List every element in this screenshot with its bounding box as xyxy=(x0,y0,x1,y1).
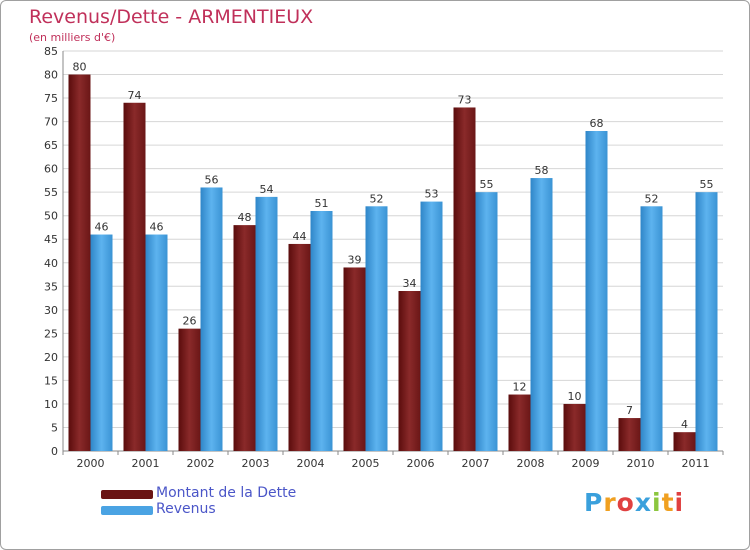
bar-revenus-2004 xyxy=(310,211,333,451)
y-tick-label: 80 xyxy=(44,69,58,82)
y-tick-label: 20 xyxy=(44,351,58,364)
y-tick-label: 40 xyxy=(44,257,58,270)
x-tick-label-2000: 2000 xyxy=(77,457,105,470)
legend-label-revenus: Revenus xyxy=(156,501,216,517)
bar-revenus-2011 xyxy=(695,192,718,452)
data-label-dette-2007: 73 xyxy=(458,93,472,106)
proxiti-logo: Proxiti xyxy=(584,488,685,517)
bar-dette-2005 xyxy=(343,267,366,451)
y-tick-label: 45 xyxy=(44,233,58,246)
data-label-revenus-2001: 46 xyxy=(150,221,164,234)
x-tick-label-2003: 2003 xyxy=(242,457,270,470)
bar-dette-2009 xyxy=(563,403,586,451)
x-tick-label-2001: 2001 xyxy=(132,457,160,470)
data-label-dette-2008: 12 xyxy=(513,381,527,394)
y-tick-label: 70 xyxy=(44,116,58,129)
y-tick-label: 35 xyxy=(44,280,58,293)
data-label-dette-2009: 10 xyxy=(568,390,582,403)
bar-revenus-2008 xyxy=(530,178,553,451)
legend-swatch-dette xyxy=(101,490,153,499)
bar-revenus-2003 xyxy=(255,196,278,451)
y-tick-label: 15 xyxy=(44,374,58,387)
bar-revenus-2000 xyxy=(90,234,113,451)
y-tick-label: 75 xyxy=(44,92,58,105)
y-tick-label: 50 xyxy=(44,210,58,223)
data-label-revenus-2008: 58 xyxy=(535,164,549,177)
bar-dette-2007 xyxy=(453,107,476,452)
bar-dette-2004 xyxy=(288,243,311,451)
bar-dette-2001 xyxy=(123,102,146,451)
data-label-revenus-2010: 52 xyxy=(645,192,659,205)
y-tick-label: 5 xyxy=(51,421,58,434)
x-tick-label-2006: 2006 xyxy=(407,457,435,470)
y-tick-label: 60 xyxy=(44,163,58,176)
bar-dette-2011 xyxy=(673,432,696,451)
legend-swatch-revenus xyxy=(101,506,153,515)
x-tick-label-2005: 2005 xyxy=(352,457,380,470)
y-tick-label: 25 xyxy=(44,327,58,340)
data-label-revenus-2000: 46 xyxy=(95,221,109,234)
data-label-dette-2011: 4 xyxy=(681,418,688,431)
bar-dette-2003 xyxy=(233,225,256,451)
data-label-dette-2003: 48 xyxy=(238,211,252,224)
bar-dette-2010 xyxy=(618,418,641,451)
data-label-dette-2000: 80 xyxy=(73,61,87,74)
bar-dette-2002 xyxy=(178,328,201,451)
data-label-dette-2004: 44 xyxy=(293,230,307,243)
data-label-dette-2006: 34 xyxy=(403,277,417,290)
data-label-dette-2001: 74 xyxy=(128,89,142,102)
x-tick-label-2011: 2011 xyxy=(682,457,710,470)
x-tick-label-2002: 2002 xyxy=(187,457,215,470)
chart-title: Revenus/Dette - ARMENTIEUX xyxy=(29,6,314,28)
bar-revenus-2006 xyxy=(420,201,443,451)
data-label-revenus-2007: 55 xyxy=(480,178,494,191)
data-label-dette-2002: 26 xyxy=(183,315,197,328)
y-tick-label: 30 xyxy=(44,304,58,317)
bar-revenus-2009 xyxy=(585,131,608,451)
data-label-revenus-2002: 56 xyxy=(205,173,219,186)
bar-revenus-2005 xyxy=(365,206,388,451)
bar-revenus-2002 xyxy=(200,187,223,451)
data-label-dette-2010: 7 xyxy=(626,404,633,417)
data-label-revenus-2003: 54 xyxy=(260,183,274,196)
y-tick-label: 85 xyxy=(44,45,58,58)
x-tick-label-2008: 2008 xyxy=(517,457,545,470)
data-label-revenus-2005: 52 xyxy=(370,192,384,205)
data-label-revenus-2011: 55 xyxy=(700,178,714,191)
x-tick-label-2004: 2004 xyxy=(297,457,325,470)
bar-dette-2006 xyxy=(398,291,421,451)
y-tick-label: 65 xyxy=(44,139,58,152)
bar-dette-2008 xyxy=(508,394,531,451)
y-tick-label: 10 xyxy=(44,398,58,411)
data-label-revenus-2004: 51 xyxy=(315,197,329,210)
chart-subtitle: (en milliers d'€) xyxy=(29,31,116,44)
data-label-dette-2005: 39 xyxy=(348,253,362,266)
x-tick-label-2010: 2010 xyxy=(627,457,655,470)
bar-revenus-2010 xyxy=(640,206,663,451)
bar-dette-2000 xyxy=(68,74,91,451)
data-label-revenus-2009: 68 xyxy=(590,117,604,130)
y-tick-label: 55 xyxy=(44,186,58,199)
data-label-revenus-2006: 53 xyxy=(425,188,439,201)
bar-revenus-2001 xyxy=(145,234,168,451)
legend-label-dette: Montant de la Dette xyxy=(156,485,297,501)
x-tick-label-2007: 2007 xyxy=(462,457,490,470)
x-tick-label-2009: 2009 xyxy=(572,457,600,470)
y-tick-label: 0 xyxy=(51,445,58,458)
bar-revenus-2007 xyxy=(475,192,498,452)
